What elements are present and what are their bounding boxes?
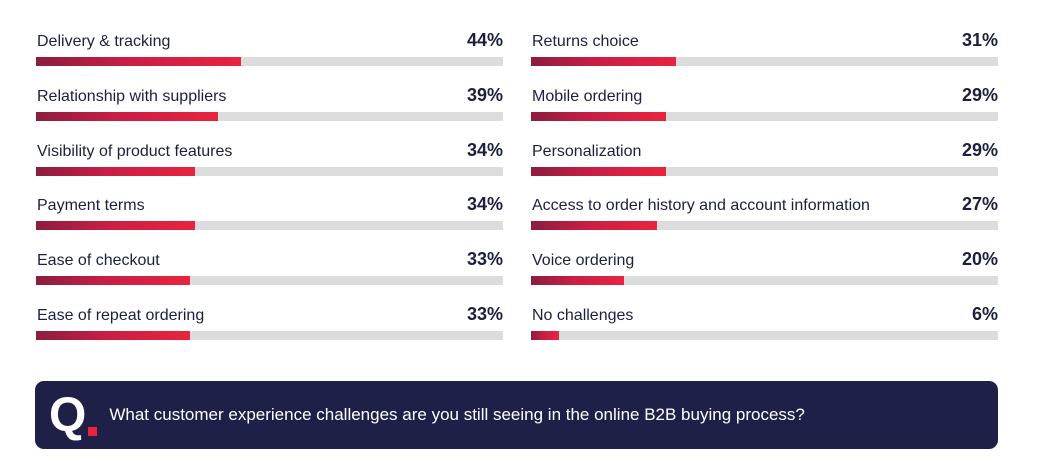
question-letter: Q — [49, 389, 87, 442]
bar-fill — [36, 330, 191, 340]
question-banner: Q What customer experience challenges ar… — [35, 381, 998, 449]
bar-value-label: 33% — [466, 249, 503, 270]
bar-value-label: 20% — [961, 249, 998, 270]
question-mark-logo: Q — [49, 389, 98, 442]
bar-track — [531, 166, 998, 176]
bar-label: Payment terms — [37, 197, 145, 215]
bar-track — [36, 57, 503, 66]
bar-track — [531, 111, 998, 121]
chart-column-left: Delivery & tracking 44% Relationship with … — [36, 26, 503, 355]
bar-label: Ease of repeat ordering — [37, 306, 205, 324]
bar-fill — [531, 330, 560, 340]
bar-fill — [36, 221, 195, 231]
bar-label: Mobile ordering — [532, 87, 643, 105]
bar-value-label: 33% — [466, 303, 503, 324]
bar-label: Visibility of product features — [37, 142, 233, 160]
bar-label: Access to order history and account info… — [532, 197, 870, 215]
bar-track — [36, 221, 503, 231]
bar-label: Delivery & tracking — [37, 33, 171, 50]
bar-label: Ease of checkout — [37, 252, 160, 270]
bar-label: Relationship with suppliers — [37, 87, 227, 105]
bar-track — [531, 221, 998, 231]
bar-track — [531, 276, 998, 286]
challenges-bar-chart: Delivery & tracking 44% Relationship with … — [36, 26, 999, 346]
bar-label: Personalization — [532, 142, 642, 160]
bar-fill — [531, 276, 625, 286]
bar-track — [36, 166, 503, 176]
bar-value-label: 31% — [961, 30, 998, 50]
bar-track — [36, 276, 503, 286]
bar-row: Payment terms 34% — [36, 190, 503, 245]
bar-fill — [531, 166, 667, 176]
bar-label: Voice ordering — [532, 252, 635, 270]
bar-label: Returns choice — [532, 33, 639, 50]
bar-value-label: 39% — [466, 84, 503, 105]
bar-row: Voice ordering 20% — [531, 245, 998, 300]
chart-column-right: Returns choice 31% Mobile ordering 29% Perso… — [531, 26, 998, 355]
question-text: What customer experience challenges are … — [109, 405, 805, 424]
bar-fill — [531, 57, 676, 66]
bar-track — [36, 111, 503, 121]
bar-row: No challenges 6% — [531, 300, 998, 355]
bar-track — [531, 330, 998, 340]
bar-value-label: 29% — [961, 139, 998, 160]
bar-row: Relationship with suppliers 39% — [36, 81, 503, 136]
bar-value-label: 29% — [961, 84, 998, 105]
bar-row: Mobile ordering 29% — [531, 81, 998, 136]
bar-value-label: 34% — [466, 139, 503, 160]
bar-label: No challenges — [532, 306, 634, 324]
bar-fill — [531, 111, 667, 121]
bar-fill — [36, 57, 242, 66]
bar-value-label: 27% — [961, 194, 998, 215]
bar-value-label: 34% — [466, 194, 503, 215]
bar-row: Ease of repeat ordering 33% — [36, 300, 503, 355]
bar-fill — [36, 166, 195, 176]
bar-row: Ease of checkout 33% — [36, 245, 503, 300]
bar-track — [36, 330, 503, 340]
bar-fill — [531, 221, 658, 231]
bar-value-label: 6% — [971, 303, 998, 324]
bar-row: Visibility of product features 34% — [36, 136, 503, 191]
bar-row: Access to order history and account info… — [531, 190, 998, 245]
question-dot — [88, 427, 98, 436]
bar-track — [531, 57, 998, 66]
bar-fill — [36, 111, 219, 121]
bar-row: Delivery & tracking 44% — [36, 26, 503, 81]
bar-row: Personalization 29% — [531, 136, 998, 191]
bar-fill — [36, 276, 191, 286]
bar-value-label: 44% — [466, 30, 503, 50]
bar-row: Returns choice 31% — [531, 26, 998, 81]
